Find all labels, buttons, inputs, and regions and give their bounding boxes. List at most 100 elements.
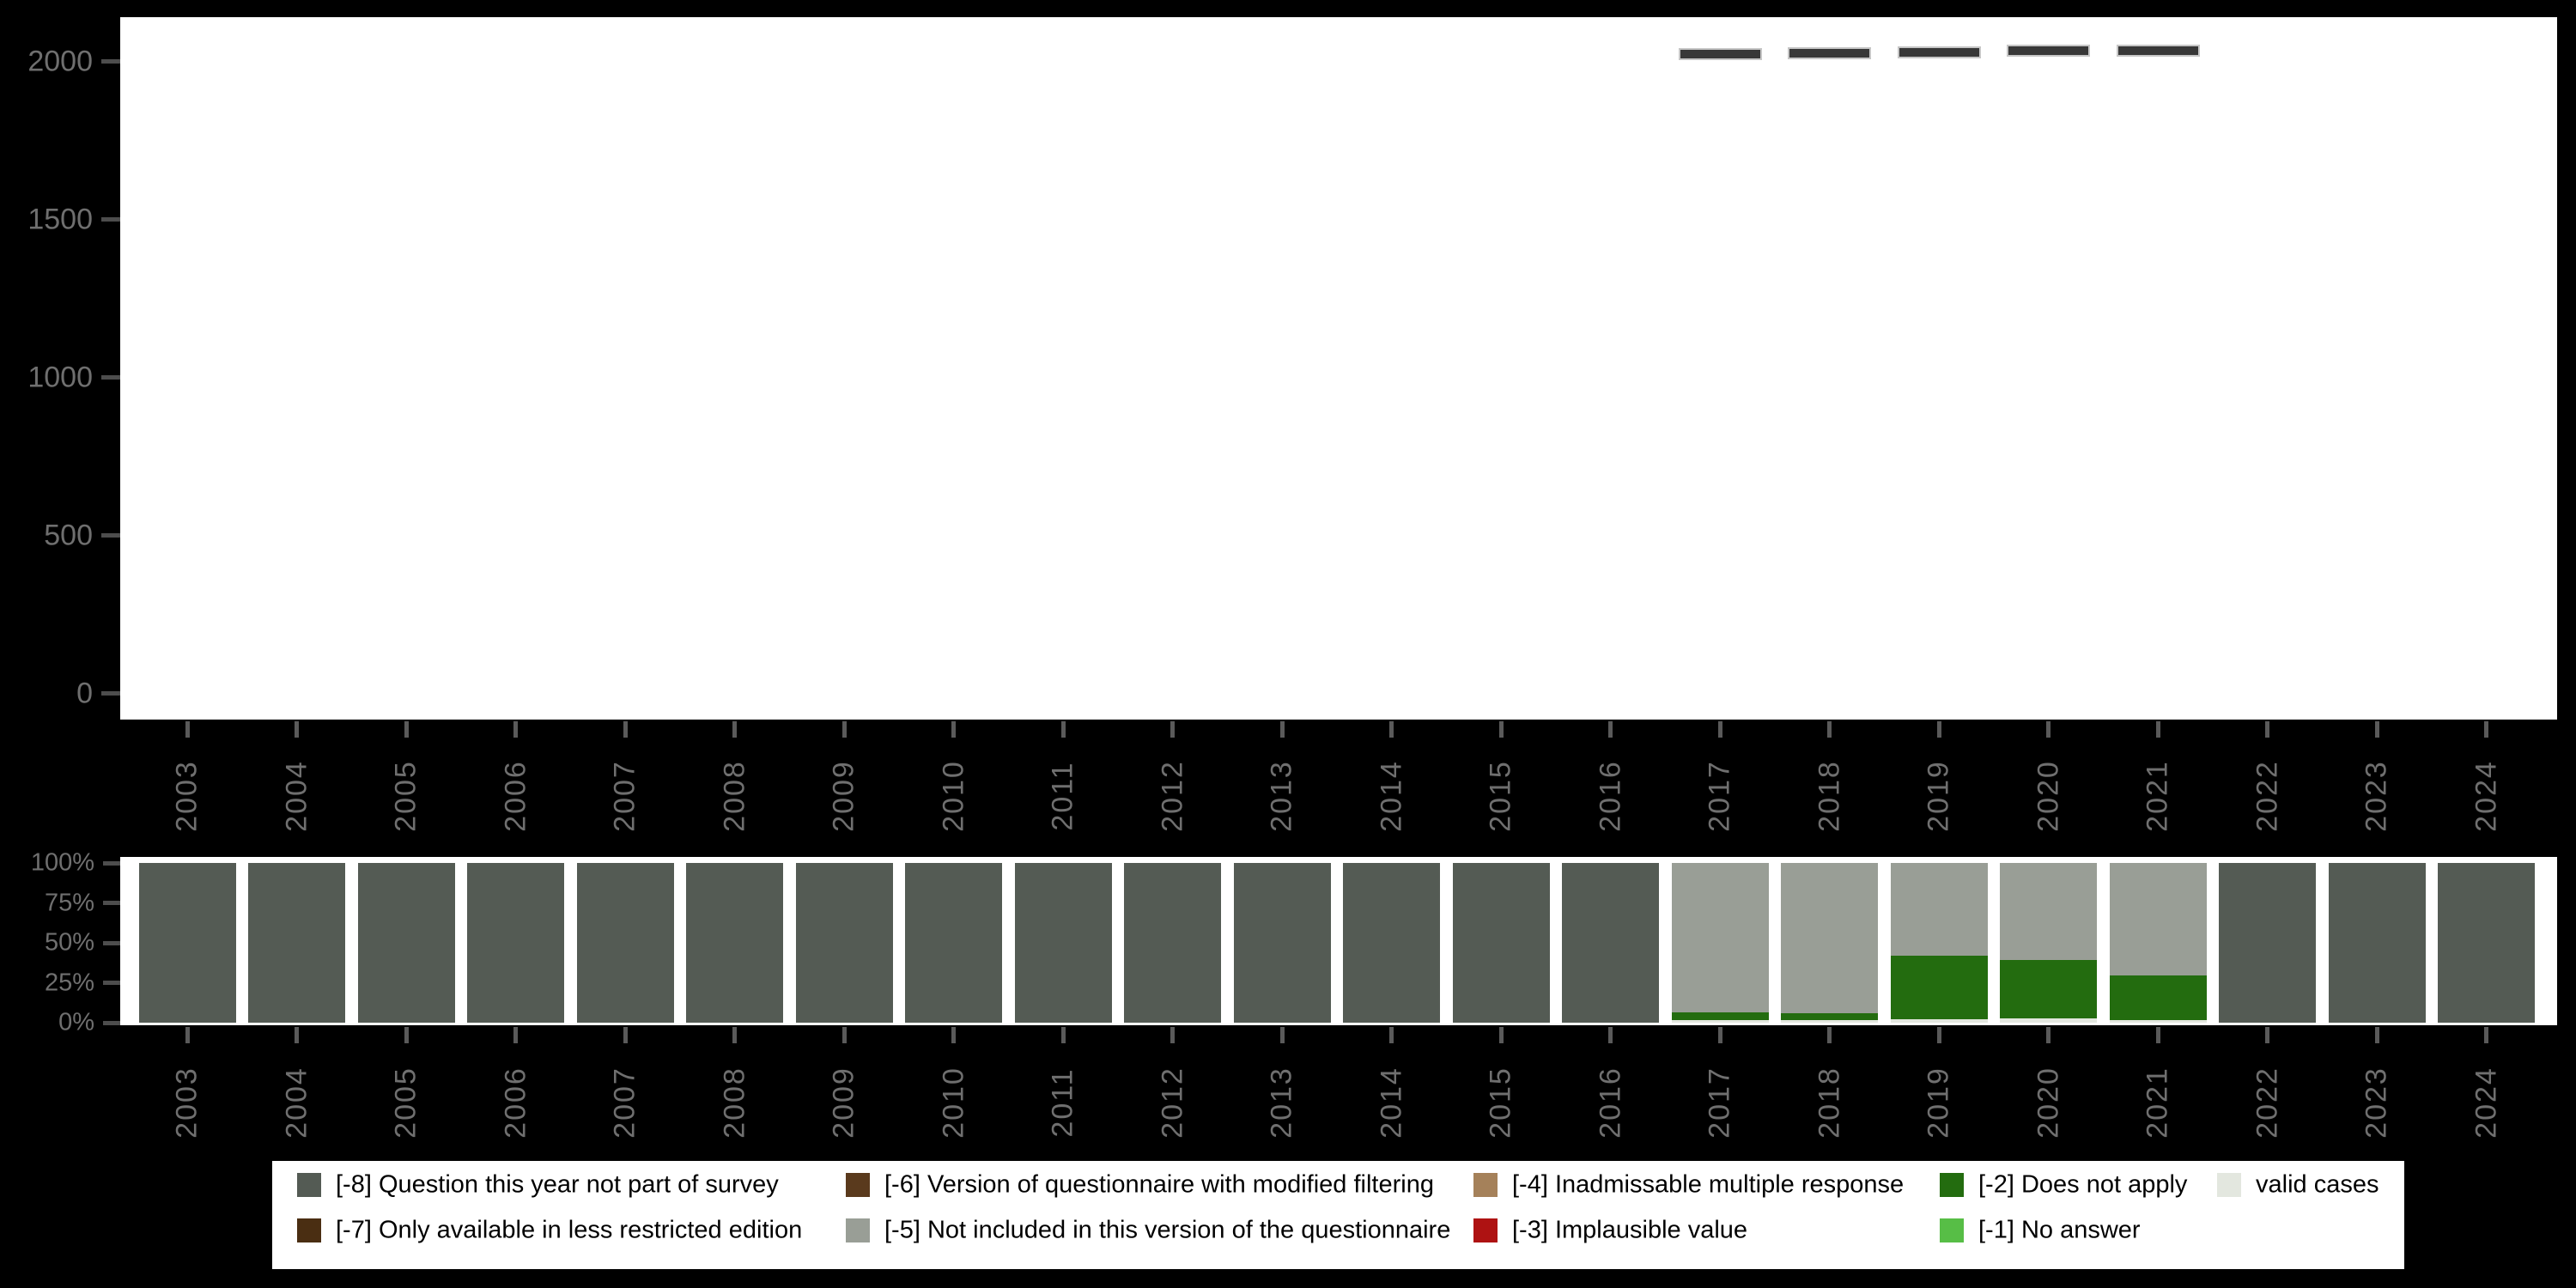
bottom-year-label: 2005 xyxy=(389,1066,422,1139)
bottom-x-tick-mark xyxy=(841,1027,847,1043)
legend-label-valid: valid cases xyxy=(2256,1170,2379,1199)
top-x-tick-mark xyxy=(2046,721,2050,738)
top-x-tick-mark xyxy=(1827,721,1832,738)
bottom-year-label: 2016 xyxy=(1594,1066,1626,1139)
top-year-label: 2010 xyxy=(937,760,969,832)
bottom-y-tick-label: 75% xyxy=(44,889,94,916)
bottom-year-label: 2014 xyxy=(1375,1066,1407,1139)
top-year-label: 2017 xyxy=(1703,760,1736,832)
legend-label--5: [-5] Not included in this version of the… xyxy=(884,1216,1451,1244)
top-x-tick-mark xyxy=(2155,721,2160,738)
top-y-tick-mark xyxy=(101,691,120,696)
legend-label--7: [-7] Only available in less restricted e… xyxy=(336,1216,803,1244)
top-x-tick-mark xyxy=(295,721,299,738)
bottom-chart-segment-2024--8 xyxy=(2438,863,2535,1023)
top-year-label: 2003 xyxy=(170,760,204,832)
bottom-year-label: 2013 xyxy=(1265,1066,1298,1139)
top-year-label: 2020 xyxy=(2032,760,2064,832)
top-chart-count-bar-2017 xyxy=(1678,48,1762,61)
top-x-tick-mark xyxy=(1060,721,1066,738)
bottom-chart-segment-2018--2 xyxy=(1781,1013,1878,1021)
bottom-x-tick-mark xyxy=(513,1027,518,1043)
legend-label--6: [-6] Version of questionnaire with modif… xyxy=(884,1170,1434,1199)
legend-label--8: [-8] Question this year not part of surv… xyxy=(336,1170,779,1199)
top-year-label: 2023 xyxy=(2360,760,2393,832)
top-y-tick-mark xyxy=(101,217,120,222)
top-y-tick-mark xyxy=(101,533,120,538)
bottom-year-label: 2009 xyxy=(827,1066,860,1139)
bottom-x-tick-mark xyxy=(295,1027,299,1043)
bottom-year-label: 2023 xyxy=(2360,1066,2393,1139)
bottom-y-tick-mark xyxy=(103,860,120,866)
top-y-tick-label: 0 xyxy=(76,677,93,709)
legend-swatch--4 xyxy=(1473,1173,1498,1197)
top-x-tick-mark xyxy=(513,721,518,738)
top-x-tick-mark xyxy=(1608,721,1613,738)
top-year-label: 2004 xyxy=(280,760,313,832)
bottom-chart-segment-2020--5 xyxy=(2000,863,2097,960)
top-x-tick-mark xyxy=(185,721,190,738)
top-year-label: 2021 xyxy=(2141,760,2174,832)
bottom-x-tick-mark xyxy=(2374,1027,2379,1043)
bottom-x-tick-mark xyxy=(1170,1027,1175,1043)
bottom-chart-segment-2023--8 xyxy=(2328,863,2426,1023)
top-x-tick-mark xyxy=(2484,721,2488,738)
bottom-year-label: 2019 xyxy=(1922,1066,1955,1139)
top-year-label: 2015 xyxy=(1484,760,1517,832)
bottom-y-tick-label: 0% xyxy=(58,1008,94,1036)
legend-swatch--6 xyxy=(846,1173,870,1197)
top-year-label: 2009 xyxy=(827,760,860,832)
bottom-chart-segment-2014--8 xyxy=(1343,863,1440,1023)
bottom-chart-segment-2011--8 xyxy=(1014,863,1112,1023)
bottom-chart-segment-2019--2 xyxy=(1890,956,1988,1020)
bottom-x-tick-mark xyxy=(1608,1027,1613,1043)
bottom-x-tick-mark xyxy=(185,1027,190,1043)
bottom-y-tick-mark xyxy=(103,1020,120,1025)
bottom-y-tick-mark xyxy=(103,940,120,945)
bottom-x-tick-mark xyxy=(1279,1027,1285,1043)
bottom-y-tick-label: 25% xyxy=(44,969,94,996)
top-x-tick-mark xyxy=(1170,721,1175,738)
top-y-tick-mark xyxy=(101,59,120,64)
bottom-year-label: 2006 xyxy=(499,1066,532,1139)
bottom-year-label: 2017 xyxy=(1703,1066,1736,1139)
top-year-label: 2019 xyxy=(1922,760,1955,832)
top-year-label: 2005 xyxy=(389,760,422,832)
bottom-chart-segment-2015--8 xyxy=(1452,863,1550,1023)
bottom-chart-segment-2006--8 xyxy=(467,863,564,1023)
bottom-year-label: 2011 xyxy=(1046,1067,1079,1138)
bottom-chart-segment-2016--8 xyxy=(1562,863,1659,1023)
bottom-chart-segment-2021--2 xyxy=(2109,975,2207,1021)
bottom-x-tick-mark xyxy=(404,1027,409,1043)
top-year-label: 2006 xyxy=(499,760,532,832)
top-year-label: 2016 xyxy=(1594,760,1626,832)
bottom-year-label: 2012 xyxy=(1156,1066,1188,1139)
top-year-label: 2024 xyxy=(2470,760,2502,832)
legend-swatch--5 xyxy=(846,1218,870,1242)
bottom-chart-segment-2005--8 xyxy=(357,863,455,1023)
top-x-tick-mark xyxy=(1717,721,1722,738)
bottom-x-tick-mark xyxy=(1827,1027,1832,1043)
top-year-label: 2014 xyxy=(1375,760,1407,832)
bottom-chart-segment-2012--8 xyxy=(1124,863,1221,1023)
top-y-tick-label: 2000 xyxy=(27,45,93,77)
bottom-year-label: 2007 xyxy=(608,1066,641,1139)
bottom-x-tick-mark xyxy=(2484,1027,2488,1043)
top-year-label: 2022 xyxy=(2251,760,2283,832)
top-year-label: 2013 xyxy=(1265,760,1298,832)
top-chart-count-bar-2020 xyxy=(2007,44,2090,57)
top-x-tick-mark xyxy=(2374,721,2379,738)
top-chart-count-bar-2019 xyxy=(1897,46,1981,58)
bottom-chart-segment-2017--2 xyxy=(1671,1012,1769,1021)
top-y-tick-mark xyxy=(101,375,120,380)
bottom-x-tick-mark xyxy=(951,1027,956,1043)
top-y-tick-label: 1000 xyxy=(27,361,93,393)
legend-swatch--7 xyxy=(297,1218,321,1242)
bottom-chart-segment-2008--8 xyxy=(686,863,783,1023)
bottom-chart-segment-2021--5 xyxy=(2109,863,2207,975)
bottom-x-tick-mark xyxy=(1936,1027,1941,1043)
legend-label--4: [-4] Inadmissable multiple response xyxy=(1512,1170,1905,1199)
bottom-x-tick-mark xyxy=(1498,1027,1504,1043)
bottom-x-tick-mark xyxy=(2046,1027,2050,1043)
